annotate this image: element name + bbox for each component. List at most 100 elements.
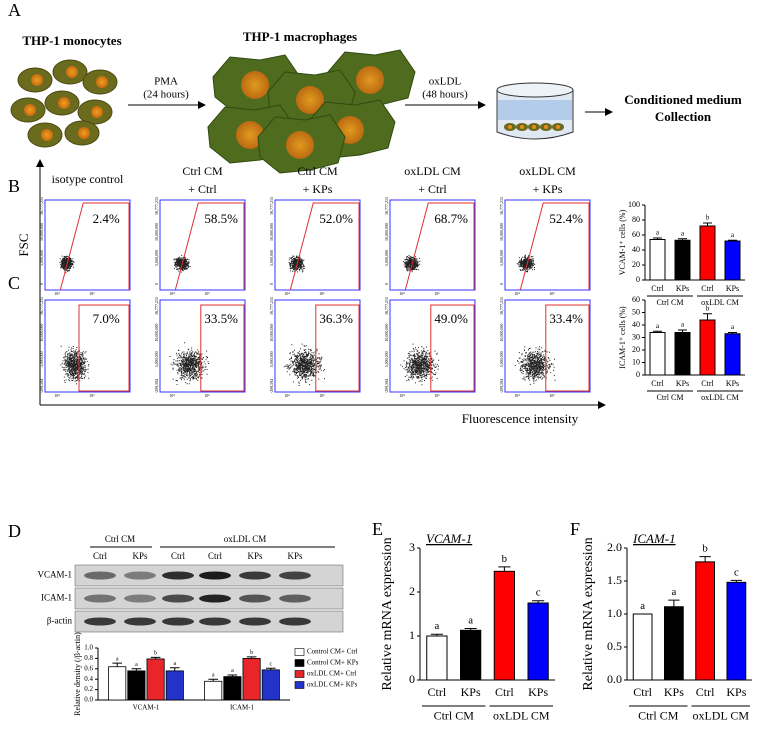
- significance-letter: a: [656, 229, 660, 237]
- x-tick-label: KPs: [726, 284, 739, 293]
- event-dots: [516, 254, 536, 273]
- flow-plot-frame: [389, 199, 476, 291]
- flow-y-tick: 5,000,000: [384, 250, 390, 266]
- gate-percentage: 52.0%: [319, 211, 353, 226]
- y-tick-label: 2: [409, 584, 415, 598]
- x-tick-label: Ctrl: [696, 685, 715, 699]
- significance-letter: c: [536, 587, 541, 599]
- error-bar: [430, 633, 443, 636]
- label: Conditioned medium: [624, 92, 742, 107]
- gate: [519, 202, 590, 291]
- flow-y-tick: 16,777,215: [269, 297, 275, 315]
- error-bar: [678, 329, 687, 333]
- flow-y-tick: 5,000,000: [154, 351, 160, 367]
- legend-entry: oxLDL CM+ KPs: [307, 681, 358, 689]
- y-tick-label: 0.4: [84, 675, 93, 683]
- significance-letter: a: [731, 323, 735, 331]
- flow-x-tick: 10⁴: [54, 291, 60, 296]
- y-tick-label: 0.0: [607, 672, 622, 686]
- event-dots: [400, 343, 440, 386]
- group-label: Ctrl CM: [657, 298, 684, 307]
- label: β-actin: [47, 616, 73, 626]
- label: KPs: [247, 551, 263, 561]
- flow-x-tick: 10⁴: [284, 291, 290, 296]
- x-tick-label: KPs: [676, 284, 689, 293]
- group-label: oxLDL CM: [701, 298, 739, 307]
- significance-letter: b: [250, 650, 253, 656]
- panel-label: C: [8, 273, 20, 293]
- flow-y-tick: 0: [154, 283, 159, 285]
- error-bar: [464, 628, 477, 631]
- x-tick-label: Ctrl: [651, 379, 664, 388]
- bar: [724, 240, 741, 281]
- y-tick-label: 60: [632, 230, 640, 239]
- nucleus: [356, 66, 384, 94]
- flow-y-tick: 5,000,000: [384, 351, 390, 367]
- nucleus: [520, 125, 524, 129]
- label: + KPs: [533, 182, 563, 196]
- flow-x-tick: 10⁶: [319, 393, 325, 398]
- flow-y-tick: 0: [384, 283, 389, 285]
- legend-swatch: [294, 670, 305, 678]
- y-tick-label: 0.2: [84, 685, 93, 693]
- y-axis-label: VCAM-1⁺ cells (%): [618, 209, 627, 275]
- event-dots: [60, 345, 90, 385]
- label: + Ctrl: [188, 182, 217, 196]
- legend-entry: Control CM+ KPs: [307, 659, 359, 667]
- flow-x-tick: 10⁶: [549, 291, 555, 296]
- band: [162, 594, 194, 603]
- flow-y-tick: -209,594: [384, 379, 390, 393]
- gate-percentage: 7.0%: [93, 311, 120, 326]
- legend-entry: oxLDL CM+ Ctrl: [307, 670, 357, 678]
- label: oxLDL CM: [404, 164, 461, 178]
- error-bar: [227, 674, 238, 677]
- nucleus: [66, 66, 78, 78]
- x-tick-label: VCAM-1: [133, 704, 160, 712]
- flow-y-tick: 10,000,000: [154, 223, 160, 241]
- group-label: oxLDL CM: [692, 709, 749, 723]
- bar: [426, 635, 448, 681]
- y-tick-label: 0: [409, 672, 415, 686]
- flow-y-tick: 5,000,000: [39, 250, 45, 266]
- significance-letter: b: [706, 214, 710, 222]
- flow-y-tick: 5,000,000: [154, 250, 160, 266]
- flow-x-tick: 10⁴: [514, 291, 520, 296]
- flow-plot-frame: [44, 299, 131, 393]
- y-tick-label: 60: [632, 295, 640, 304]
- flow-y-tick: 0: [499, 283, 504, 285]
- flow-y-tick: 16,777,215: [39, 297, 45, 315]
- label: FSC: [16, 233, 31, 256]
- label: Ctrl: [93, 551, 108, 561]
- error-bar: [678, 238, 687, 241]
- flow-y-tick: 5,000,000: [499, 351, 505, 367]
- bar: [146, 658, 165, 701]
- flow-y-tick: 10,000,000: [384, 223, 390, 241]
- band: [239, 571, 271, 580]
- nucleus: [286, 131, 314, 159]
- flow-y-tick: -209,594: [39, 379, 45, 393]
- panel-label: D: [8, 521, 21, 541]
- flow-y-tick: 10,000,000: [269, 223, 275, 241]
- significance-letter: b: [706, 304, 710, 312]
- panel-label: B: [8, 176, 20, 196]
- band: [239, 594, 271, 603]
- flow-y-tick: 5,000,000: [39, 351, 45, 367]
- chart-title: ICAM-1: [632, 531, 676, 546]
- flow-y-tick: 5,000,000: [269, 351, 275, 367]
- flow-y-tick: 10,000,000: [384, 324, 390, 342]
- x-tick-label: KPs: [664, 685, 684, 699]
- bar: [632, 613, 653, 681]
- flow-x-tick: 10⁴: [169, 393, 175, 398]
- bar: [493, 570, 515, 681]
- error-bar: [112, 662, 122, 667]
- flow-x-tick: 10⁴: [514, 393, 520, 398]
- significance-letter: a: [135, 662, 138, 668]
- band: [239, 617, 271, 626]
- nucleus: [41, 129, 53, 141]
- significance-letter: a: [173, 661, 176, 667]
- flow-y-tick: 10,000,000: [269, 324, 275, 342]
- gate: [174, 202, 245, 291]
- bar: [649, 239, 666, 281]
- flow-y-tick: 0: [269, 283, 274, 285]
- y-tick-label: 1.0: [84, 644, 93, 652]
